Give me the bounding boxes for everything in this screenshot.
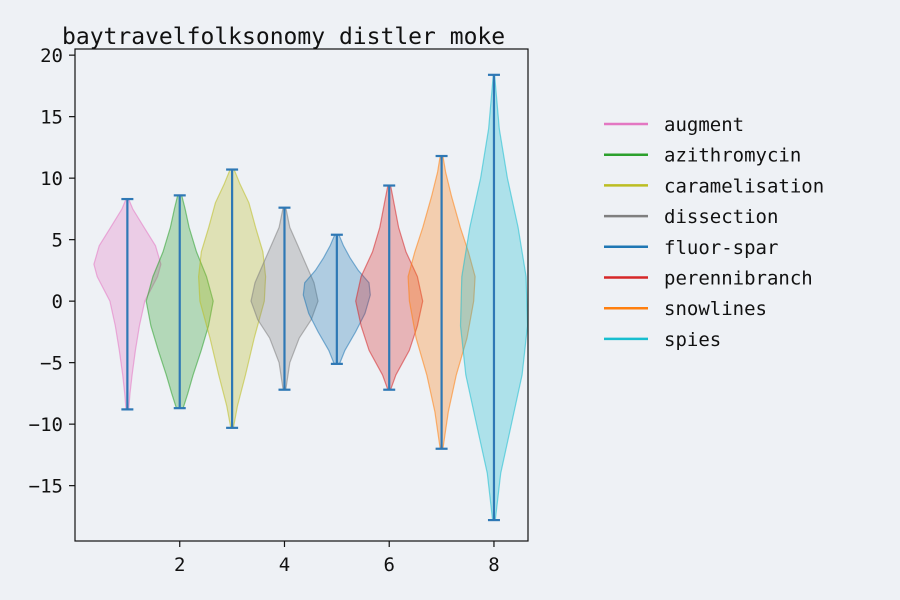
y-tick-label: 15 (40, 107, 63, 129)
y-tick-label: −10 (29, 414, 63, 436)
x-tick-label: 6 (383, 554, 394, 576)
y-tick-label: −15 (29, 476, 63, 498)
x-tick-label: 8 (488, 554, 499, 576)
legend-label-azithromycin: azithromycin (664, 145, 801, 167)
legend-label-snowlines: snowlines (664, 298, 767, 320)
y-tick-label: 0 (52, 291, 63, 313)
whiskers-layer (121, 73, 500, 522)
y-tick-label: 20 (40, 45, 63, 67)
legend-label-spies: spies (664, 329, 721, 351)
y-tick-label: 5 (52, 230, 63, 252)
legend-label-fluor-spar: fluor-spar (664, 237, 778, 259)
legend-label-augment: augment (664, 114, 744, 136)
x-tick-label: 2 (174, 554, 185, 576)
legend: augment azithromycin caramelisation dissect… (604, 114, 824, 351)
y-tick-label: −5 (40, 353, 63, 375)
legend-label-caramelisation: caramelisation (664, 175, 824, 197)
y-tick-label: 10 (40, 168, 63, 190)
x-axis: 2 4 6 8 (174, 541, 500, 576)
violins-layer (93, 74, 529, 521)
legend-label-perennibranch: perennibranch (664, 268, 813, 290)
y-axis: −15 −10 −5 0 5 10 15 20 (29, 45, 75, 498)
legend-label-dissection: dissection (664, 206, 778, 228)
chart-title: baytravelfolksonomy distler moke (62, 24, 505, 50)
plot-frame (74, 48, 529, 542)
x-tick-label: 4 (279, 554, 290, 576)
